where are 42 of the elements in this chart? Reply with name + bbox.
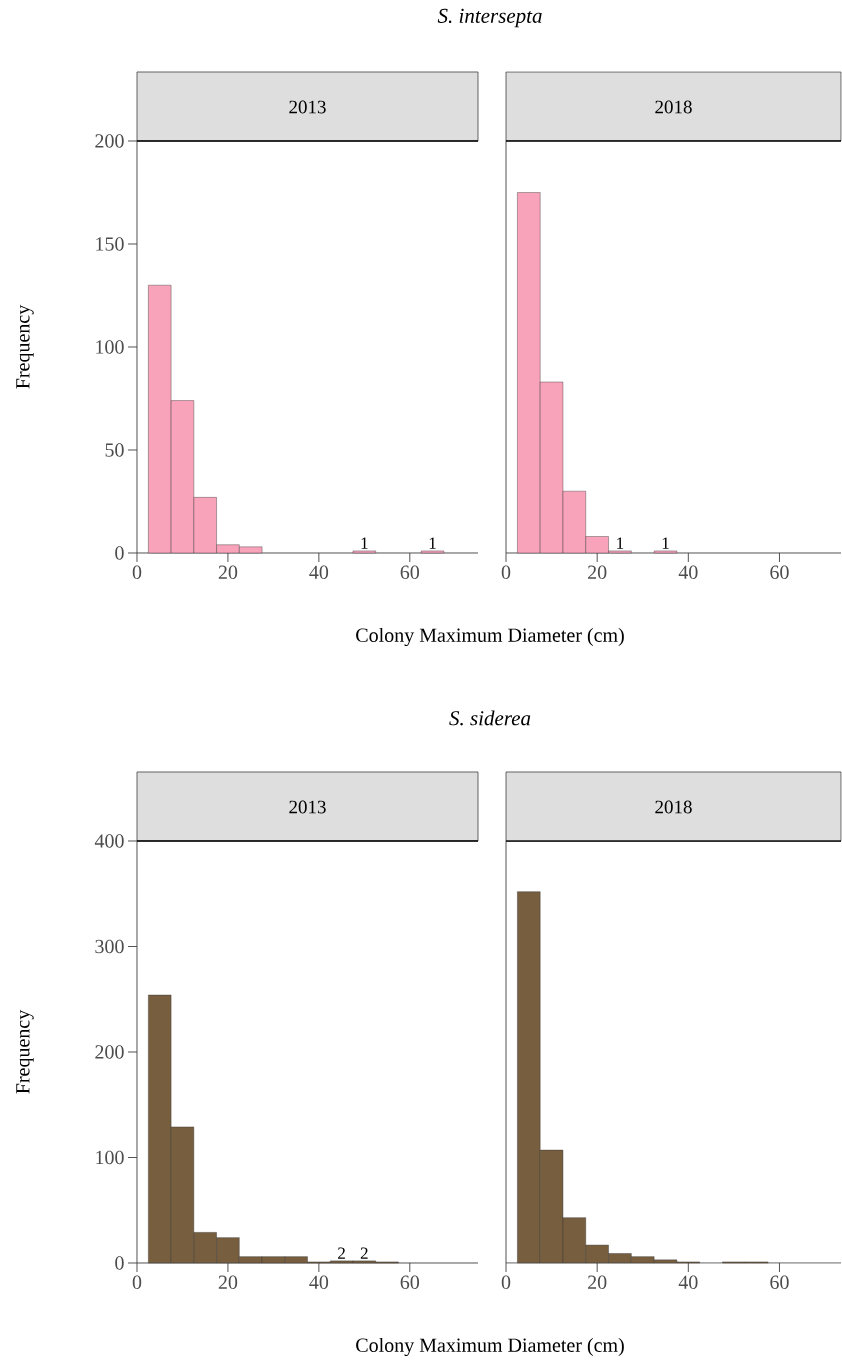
chart-subtitle: 2013	[289, 100, 326, 114]
x-tick-label: 0	[132, 565, 142, 580]
x-tick-label: 40	[309, 565, 329, 580]
y-tick-label: 400	[94, 834, 124, 848]
y-axis-title: Frequency	[16, 1009, 34, 1094]
y-tick-label: 200	[95, 134, 124, 148]
x-tick-label: 20	[588, 565, 607, 580]
chart-subtitle: 2018	[655, 800, 692, 814]
x-tick-label: 20	[588, 1275, 607, 1290]
x-tick-label: 20	[218, 1275, 238, 1290]
annotation: 2	[338, 1247, 345, 1259]
x-tick-label: 40	[309, 1275, 329, 1290]
annotation: 1	[361, 537, 368, 549]
y-tick-label: 100	[96, 1150, 124, 1165]
y-tick-label: 100	[96, 340, 124, 354]
y-tick-label: 0	[115, 1256, 124, 1270]
y-tick-label: 0	[115, 546, 124, 560]
annotation: 1	[662, 537, 669, 549]
x-axis-title: Colony Maximum Diameter (cm)	[356, 627, 624, 647]
x-tick-label: 40	[678, 565, 698, 580]
x-tick-label: 0	[132, 1275, 142, 1290]
annotation: 1	[429, 537, 436, 549]
chart-subtitle: 2018	[655, 100, 692, 114]
y-tick-label: 300	[95, 939, 124, 954]
chart-title: S. intersepta	[437, 8, 542, 28]
x-tick-label: 60	[770, 565, 789, 580]
annotation: 1	[617, 537, 624, 549]
x-tick-label: 60	[400, 1275, 420, 1290]
x-tick-label: 0	[501, 565, 511, 580]
chart-title: S. siderea	[449, 710, 531, 726]
chart-subtitle: 2013	[289, 800, 326, 814]
y-tick-label: 150	[96, 237, 124, 251]
y-tick-label: 50	[105, 443, 124, 457]
y-axis-title: Frequency	[16, 304, 34, 389]
x-axis-title: Colony Maximum Diameter (cm)	[356, 1337, 624, 1357]
x-tick-label: 60	[400, 565, 420, 580]
x-tick-label: 60	[770, 1275, 789, 1290]
x-tick-label: 20	[218, 565, 238, 580]
x-tick-label: 0	[501, 1275, 511, 1290]
x-tick-label: 40	[678, 1275, 698, 1290]
y-tick-label: 200	[95, 1045, 124, 1059]
annotation: 2	[360, 1247, 368, 1259]
